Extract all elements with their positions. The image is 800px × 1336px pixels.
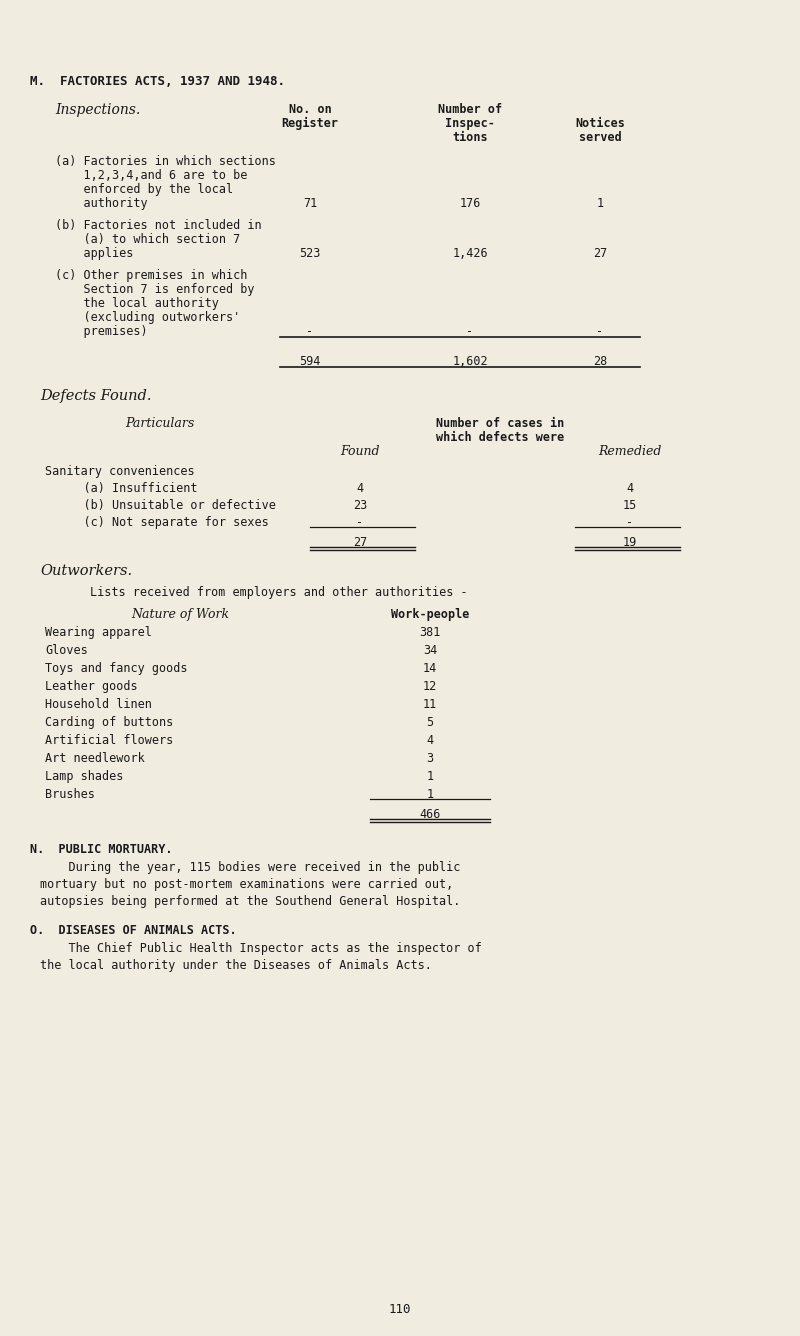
Text: O.  DISEASES OF ANIMALS ACTS.: O. DISEASES OF ANIMALS ACTS. [30,925,237,937]
Text: 1: 1 [426,770,434,783]
Text: (c) Not separate for sexes: (c) Not separate for sexes [55,516,269,529]
Text: 1,602: 1,602 [452,355,488,367]
Text: which defects were: which defects were [436,432,564,444]
Text: 34: 34 [423,644,437,657]
Text: autopsies being performed at the Southend General Hospital.: autopsies being performed at the Southen… [40,895,460,908]
Text: Nature of Work: Nature of Work [131,608,229,621]
Text: Brushes: Brushes [45,788,95,802]
Text: Toys and fancy goods: Toys and fancy goods [45,663,187,675]
Text: Wearing apparel: Wearing apparel [45,627,152,639]
Text: 176: 176 [459,196,481,210]
Text: Sanitary conveniences: Sanitary conveniences [45,465,194,478]
Text: tions: tions [452,131,488,144]
Text: N.  PUBLIC MORTUARY.: N. PUBLIC MORTUARY. [30,843,173,856]
Text: Inspections.: Inspections. [55,103,140,118]
Text: 4: 4 [357,482,363,496]
Text: (c) Other premises in which: (c) Other premises in which [55,269,247,282]
Text: premises): premises) [55,325,148,338]
Text: Art needlework: Art needlework [45,752,145,766]
Text: -: - [466,325,474,338]
Text: Lists received from employers and other authorities -: Lists received from employers and other … [90,587,468,599]
Text: 1: 1 [426,788,434,802]
Text: Household linen: Household linen [45,697,152,711]
Text: Defects Found.: Defects Found. [40,389,151,403]
Text: Outworkers.: Outworkers. [40,564,132,578]
Text: Particulars: Particulars [126,417,194,430]
Text: Lamp shades: Lamp shades [45,770,123,783]
Text: enforced by the local: enforced by the local [55,183,233,196]
Text: (a) Insufficient: (a) Insufficient [55,482,198,496]
Text: (a) Factories in which sections: (a) Factories in which sections [55,155,276,168]
Text: -: - [306,325,314,338]
Text: the local authority: the local authority [55,297,219,310]
Text: During the year, 115 bodies were received in the public: During the year, 115 bodies were receive… [40,860,460,874]
Text: Carding of buttons: Carding of buttons [45,716,174,729]
Text: Number of cases in: Number of cases in [436,417,564,430]
Text: 12: 12 [423,680,437,693]
Text: Register: Register [282,118,338,130]
Text: Artificial flowers: Artificial flowers [45,733,174,747]
Text: applies: applies [55,247,134,261]
Text: Found: Found [340,445,380,458]
Text: Notices: Notices [575,118,625,130]
Text: Number of: Number of [438,103,502,116]
Text: 523: 523 [299,247,321,261]
Text: 1: 1 [597,196,603,210]
Text: 110: 110 [389,1303,411,1316]
Text: -: - [626,516,634,529]
Text: -: - [357,516,363,529]
Text: 27: 27 [593,247,607,261]
Text: -: - [597,325,603,338]
Text: the local authority under the Diseases of Animals Acts.: the local authority under the Diseases o… [40,959,432,973]
Text: authority: authority [55,196,148,210]
Text: 594: 594 [299,355,321,367]
Text: 23: 23 [353,500,367,512]
Text: Work-people: Work-people [391,608,469,621]
Text: 4: 4 [626,482,634,496]
Text: 1,426: 1,426 [452,247,488,261]
Text: M.  FACTORIES ACTS, 1937 AND 1948.: M. FACTORIES ACTS, 1937 AND 1948. [30,75,285,88]
Text: (excluding outworkers': (excluding outworkers' [55,311,240,325]
Text: 5: 5 [426,716,434,729]
Text: 14: 14 [423,663,437,675]
Text: (b) Unsuitable or defective: (b) Unsuitable or defective [55,500,276,512]
Text: 466: 466 [419,808,441,822]
Text: 27: 27 [353,536,367,549]
Text: mortuary but no post-mortem examinations were carried out,: mortuary but no post-mortem examinations… [40,878,454,891]
Text: 4: 4 [426,733,434,747]
Text: 1,2,3,4,and 6 are to be: 1,2,3,4,and 6 are to be [55,168,247,182]
Text: 11: 11 [423,697,437,711]
Text: (a) to which section 7: (a) to which section 7 [55,232,240,246]
Text: 71: 71 [303,196,317,210]
Text: Remedied: Remedied [598,445,662,458]
Text: Leather goods: Leather goods [45,680,138,693]
Text: served: served [578,131,622,144]
Text: Inspec-: Inspec- [445,118,495,130]
Text: 381: 381 [419,627,441,639]
Text: Section 7 is enforced by: Section 7 is enforced by [55,283,254,297]
Text: 28: 28 [593,355,607,367]
Text: 19: 19 [623,536,637,549]
Text: 15: 15 [623,500,637,512]
Text: No. on: No. on [289,103,331,116]
Text: 3: 3 [426,752,434,766]
Text: Gloves: Gloves [45,644,88,657]
Text: The Chief Public Health Inspector acts as the inspector of: The Chief Public Health Inspector acts a… [40,942,482,955]
Text: (b) Factories not included in: (b) Factories not included in [55,219,262,232]
